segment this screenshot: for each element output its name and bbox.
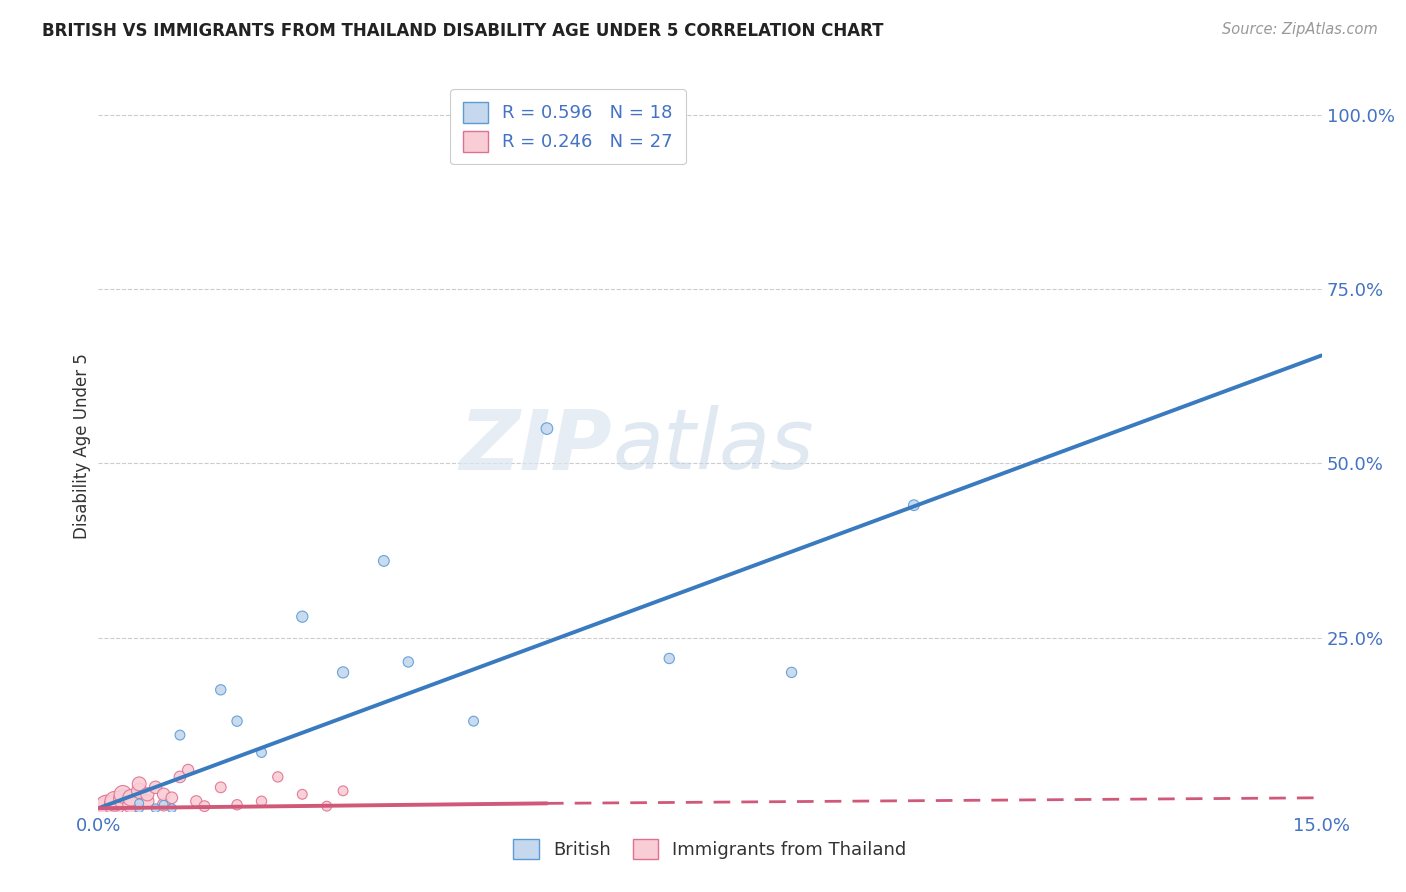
Point [169,770,191,784]
Point [128,777,150,791]
Point [128,784,150,798]
Text: atlas: atlas [612,406,814,486]
Legend: British, Immigrants from Thailand: British, Immigrants from Thailand [505,830,915,869]
Point [267,770,290,784]
Point [120,797,142,812]
Point [226,797,249,812]
Point [209,780,232,795]
Point [136,794,159,808]
Point [136,787,159,801]
Text: ZIP: ZIP [460,406,612,486]
Point [152,797,174,812]
Point [226,714,249,728]
Point [104,797,127,812]
Point [152,787,174,801]
Point [250,794,273,808]
Point [111,787,134,801]
Point [152,797,174,812]
Text: Source: ZipAtlas.com: Source: ZipAtlas.com [1222,22,1378,37]
Text: BRITISH VS IMMIGRANTS FROM THAILAND DISABILITY AGE UNDER 5 CORRELATION CHART: BRITISH VS IMMIGRANTS FROM THAILAND DISA… [42,22,884,40]
Point [145,780,167,795]
Point [96,801,118,815]
Point [160,790,183,805]
Y-axis label: Disability Age Under 5: Disability Age Under 5 [73,353,91,539]
Point [104,794,127,808]
Point [780,665,803,680]
Point [903,498,925,512]
Point [145,801,167,815]
Point [177,763,200,777]
Point [396,655,419,669]
Point [169,728,191,742]
Point [373,554,395,568]
Point [332,784,354,798]
Point [463,714,485,728]
Point [96,799,118,814]
Point [111,792,134,806]
Point [128,801,150,815]
Point [315,799,337,814]
Point [209,682,232,697]
Point [120,790,142,805]
Point [332,665,354,680]
Point [658,651,681,665]
Point [250,746,273,760]
Point [193,799,215,814]
Point [291,787,314,801]
Point [291,609,314,624]
Point [536,421,558,435]
Point [186,794,208,808]
Point [128,797,150,811]
Point [160,801,183,815]
